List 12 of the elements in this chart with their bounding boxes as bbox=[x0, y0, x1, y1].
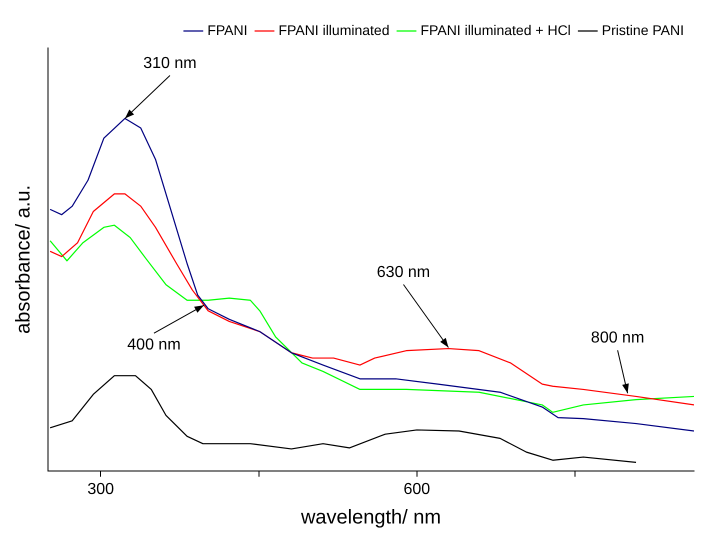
annotation: 800 nm bbox=[590, 330, 644, 347]
legend-label: Pristine PANI bbox=[602, 22, 684, 38]
x-axis-title: wavelength/ nm bbox=[300, 506, 442, 529]
annotation: 400 nm bbox=[127, 336, 181, 354]
legend-label: FPANI bbox=[207, 22, 248, 38]
annotation: 310 nm bbox=[143, 54, 197, 72]
y-axis-title: absorbance/ a.u. bbox=[12, 184, 35, 334]
x-tick-label: 600 bbox=[403, 480, 430, 498]
legend-label: FPANI illuminated bbox=[278, 22, 390, 38]
x-tick-label: 300 bbox=[87, 480, 114, 498]
legend-label: FPANI illuminated + HCl bbox=[420, 22, 571, 38]
annotation: 630 nm bbox=[376, 264, 430, 281]
